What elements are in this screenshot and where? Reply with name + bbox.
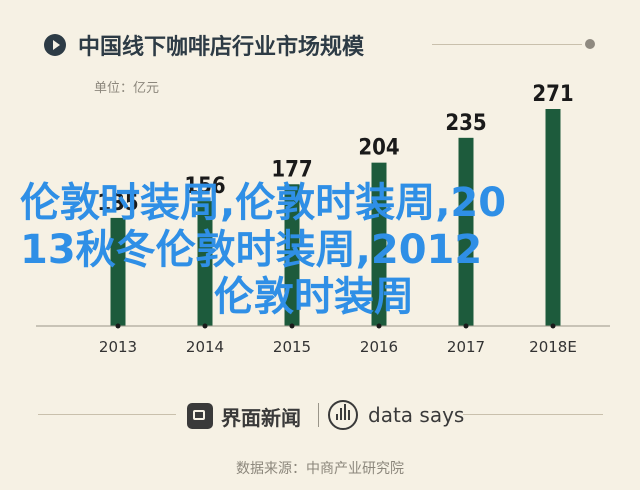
bar-2018E <box>545 109 561 326</box>
ticks-layer: 2013 2014 2015 2016 2017 2018E <box>99 323 577 356</box>
bar-value-label: 235 <box>445 111 486 136</box>
x-tick-label: 2013 <box>99 338 137 356</box>
x-tick-dot <box>115 323 121 329</box>
x-tick-dot <box>550 323 556 329</box>
bars-layer: 135 156 177 204 235 271 <box>97 82 574 326</box>
bar-2015 <box>284 184 300 326</box>
bar-2016 <box>371 162 387 326</box>
x-tick-label: 2016 <box>360 338 398 356</box>
x-tick-label: 2014 <box>186 338 224 356</box>
title-rule <box>432 44 582 45</box>
unit-label: 单位：亿元 <box>94 81 160 96</box>
play-icon <box>44 34 66 56</box>
bar-2017 <box>458 137 474 326</box>
x-tick-dot <box>202 323 208 329</box>
jiemian-logo-icon <box>187 403 213 429</box>
bar-value-label: 204 <box>358 136 399 161</box>
bar-value-label: 135 <box>97 191 138 216</box>
footer-separator <box>318 403 319 427</box>
title-rule-end-dot <box>585 39 595 49</box>
data-source: 数据来源：中商产业研究院 <box>236 461 404 477</box>
x-tick-label: 2017 <box>447 338 485 356</box>
brand-jiemian: 界面新闻 <box>221 406 301 430</box>
x-tick-dot <box>289 323 295 329</box>
bar-2014 <box>197 201 213 326</box>
bar-value-label: 271 <box>532 82 573 107</box>
x-tick-dot <box>376 323 382 329</box>
datasays-logo-icon <box>328 400 358 430</box>
bar-value-label: 156 <box>184 174 225 199</box>
x-tick-label: 2018E <box>529 338 577 356</box>
bar-value-label: 177 <box>271 157 312 182</box>
x-tick-dot <box>463 323 469 329</box>
chart-header: 中国线下咖啡店行业市场规模 单位：亿元 <box>0 0 640 96</box>
brand-datasays: data says <box>368 403 465 427</box>
x-tick-label: 2015 <box>273 338 311 356</box>
footer-rule-right <box>463 414 603 415</box>
footer-rule-left <box>38 414 176 415</box>
chart-title: 中国线下咖啡店行业市场规模 <box>78 35 365 60</box>
bar-2013 <box>110 217 126 326</box>
